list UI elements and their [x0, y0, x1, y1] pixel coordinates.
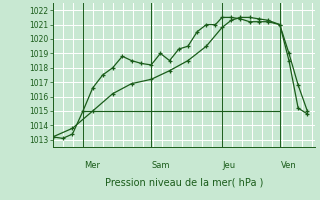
- Text: Ven: Ven: [281, 161, 296, 170]
- Text: Mer: Mer: [84, 161, 100, 170]
- Text: Pression niveau de la mer( hPa ): Pression niveau de la mer( hPa ): [105, 178, 263, 188]
- Text: Jeu: Jeu: [223, 161, 236, 170]
- Text: Sam: Sam: [152, 161, 171, 170]
